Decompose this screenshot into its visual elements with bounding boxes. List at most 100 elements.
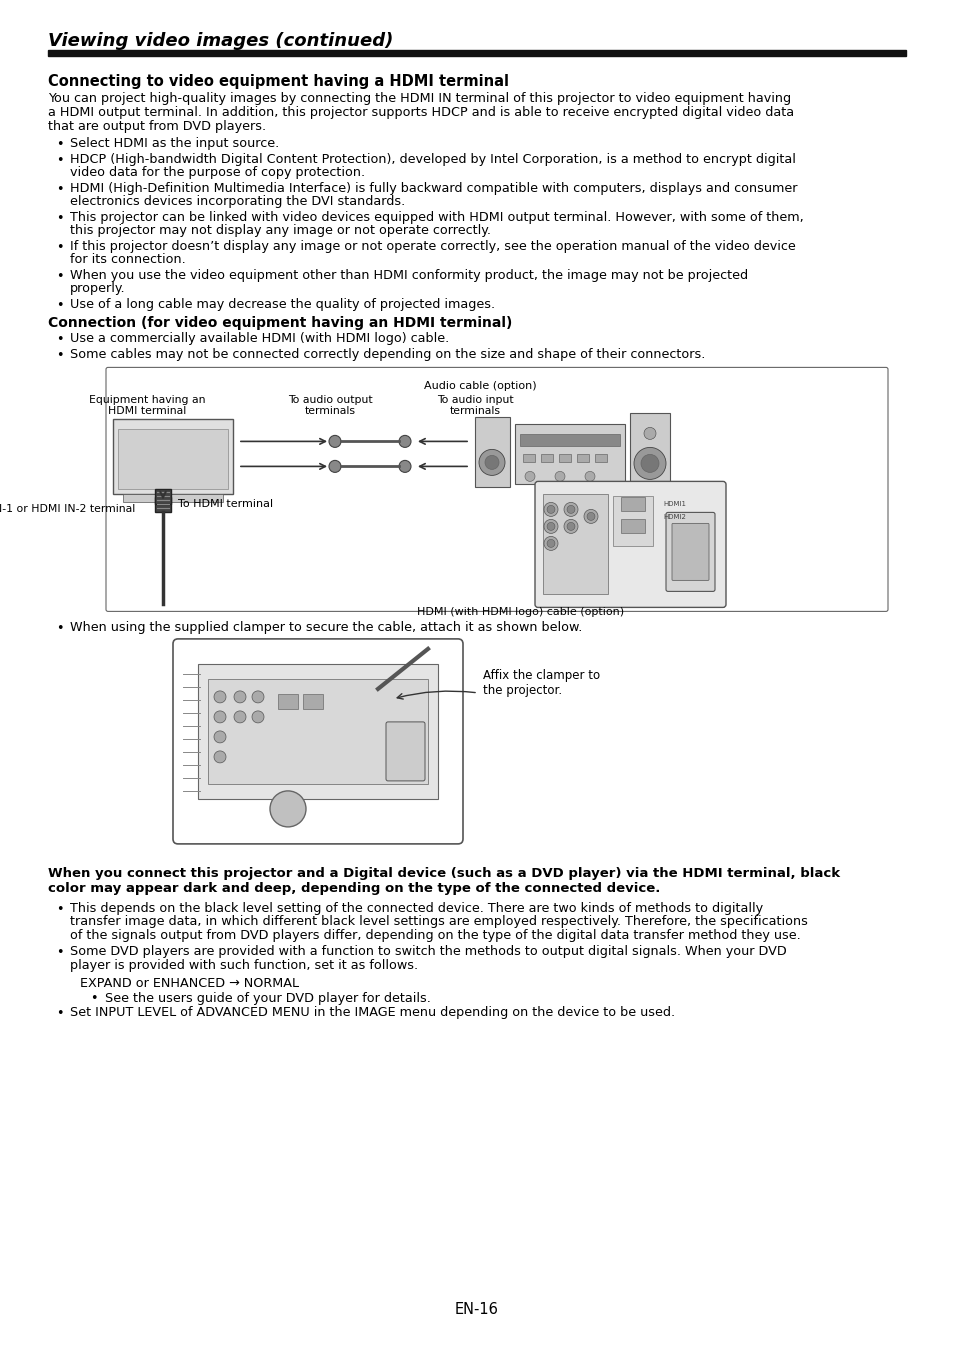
Bar — [118, 429, 228, 490]
Circle shape — [546, 505, 555, 513]
Bar — [519, 435, 619, 447]
Text: for its connection.: for its connection. — [70, 254, 186, 266]
Circle shape — [566, 522, 575, 531]
Circle shape — [543, 502, 558, 517]
Text: •: • — [56, 348, 64, 362]
Text: that are output from DVD players.: that are output from DVD players. — [48, 120, 266, 132]
Text: •: • — [56, 903, 64, 915]
Text: Audio cable (option): Audio cable (option) — [423, 382, 536, 391]
Text: Some DVD players are provided with a function to switch the methods to output di: Some DVD players are provided with a fun… — [70, 945, 786, 958]
Text: terminals: terminals — [449, 406, 500, 416]
Bar — [48, 50, 905, 55]
Text: To audio input: To audio input — [436, 396, 513, 405]
Text: This depends on the black level setting of the connected device. There are two k: This depends on the black level setting … — [70, 902, 762, 915]
FancyBboxPatch shape — [106, 367, 887, 612]
Circle shape — [478, 450, 504, 475]
FancyBboxPatch shape — [671, 524, 708, 580]
Text: HDCP (High-bandwidth Digital Content Protection), developed by Intel Corporation: HDCP (High-bandwidth Digital Content Pro… — [70, 153, 795, 166]
Text: this projector may not display any image or not operate correctly.: this projector may not display any image… — [70, 224, 491, 238]
Bar — [577, 455, 588, 463]
Text: To audio output: To audio output — [288, 396, 372, 405]
Bar — [112, 420, 233, 494]
FancyBboxPatch shape — [172, 639, 462, 844]
Circle shape — [634, 447, 665, 479]
Text: When using the supplied clamper to secure the cable, attach it as shown below.: When using the supplied clamper to secur… — [70, 621, 581, 634]
Bar — [522, 455, 535, 463]
FancyBboxPatch shape — [665, 513, 714, 591]
Circle shape — [213, 751, 226, 763]
Text: Connecting to video equipment having a HDMI terminal: Connecting to video equipment having a H… — [48, 74, 509, 89]
Text: See the users guide of your DVD player for details.: See the users guide of your DVD player f… — [105, 992, 431, 1006]
Circle shape — [555, 471, 564, 482]
Bar — [154, 490, 171, 505]
Text: •: • — [56, 333, 64, 347]
Text: Viewing video images (continued): Viewing video images (continued) — [48, 32, 393, 50]
Text: This projector can be linked with video devices equipped with HDMI output termin: This projector can be linked with video … — [70, 211, 803, 224]
Text: To HDMI IN-1 or HDMI IN-2 terminal: To HDMI IN-1 or HDMI IN-2 terminal — [0, 505, 135, 514]
Text: HDMI2: HDMI2 — [662, 514, 685, 520]
Circle shape — [563, 520, 578, 533]
Text: Affix the clamper to
the projector.: Affix the clamper to the projector. — [482, 668, 599, 697]
Text: color may appear dark and deep, depending on the type of the connected device.: color may appear dark and deep, dependin… — [48, 882, 659, 895]
Bar — [154, 497, 171, 513]
Text: transfer image data, in which different black level settings are employed respec: transfer image data, in which different … — [70, 915, 807, 929]
Text: Use a commercially available HDMI (with HDMI logo) cable.: Use a commercially available HDMI (with … — [70, 332, 449, 346]
Text: electronics devices incorporating the DVI standards.: electronics devices incorporating the DV… — [70, 196, 405, 208]
Bar — [540, 455, 553, 463]
Circle shape — [640, 455, 659, 472]
Circle shape — [213, 730, 226, 742]
Bar — [277, 694, 297, 709]
Bar — [620, 497, 644, 512]
Text: When you connect this projector and a Digital device (such as a DVD player) via : When you connect this projector and a Di… — [48, 867, 840, 880]
Circle shape — [566, 505, 575, 513]
Bar — [558, 455, 571, 463]
Circle shape — [233, 691, 246, 703]
Circle shape — [252, 691, 264, 703]
Text: If this projector doesn’t display any image or not operate correctly, see the op: If this projector doesn’t display any im… — [70, 240, 795, 252]
Circle shape — [546, 540, 555, 547]
Circle shape — [543, 536, 558, 551]
Circle shape — [398, 436, 411, 447]
Bar — [198, 664, 437, 799]
Circle shape — [484, 455, 498, 470]
Bar — [595, 455, 606, 463]
FancyBboxPatch shape — [386, 722, 424, 780]
Text: Connection (for video equipment having an HDMI terminal): Connection (for video equipment having a… — [48, 316, 512, 331]
Circle shape — [546, 522, 555, 531]
Circle shape — [213, 711, 226, 722]
Bar — [123, 494, 223, 502]
Text: •: • — [56, 182, 64, 196]
Text: •: • — [56, 622, 64, 636]
Bar — [208, 679, 428, 784]
Text: •: • — [56, 139, 64, 151]
Text: terminals: terminals — [304, 406, 355, 416]
Text: HDMI1: HDMI1 — [662, 501, 685, 508]
Text: HDMI terminal: HDMI terminal — [108, 406, 186, 416]
Bar — [629, 413, 669, 493]
Bar — [515, 424, 624, 485]
Circle shape — [329, 460, 340, 472]
Text: To HDMI terminal: To HDMI terminal — [178, 500, 273, 509]
Circle shape — [543, 520, 558, 533]
Text: of the signals output from DVD players differ, depending on the type of the digi: of the signals output from DVD players d… — [70, 929, 800, 942]
Circle shape — [233, 711, 246, 722]
Text: player is provided with such function, set it as follows.: player is provided with such function, s… — [70, 958, 417, 972]
Bar — [542, 494, 607, 594]
Circle shape — [213, 691, 226, 703]
Text: •: • — [56, 270, 64, 284]
Text: HDMI (with HDMI logo) cable (option): HDMI (with HDMI logo) cable (option) — [416, 608, 623, 617]
Circle shape — [584, 471, 595, 482]
Circle shape — [524, 471, 535, 482]
Text: a HDMI output terminal. In addition, this projector supports HDCP and is able to: a HDMI output terminal. In addition, thi… — [48, 105, 793, 119]
Text: •: • — [56, 1007, 64, 1021]
Text: •: • — [56, 946, 64, 960]
Text: HDMI (High-Definition Multimedia Interface) is fully backward compatible with co: HDMI (High-Definition Multimedia Interfa… — [70, 182, 797, 194]
Text: EN-16: EN-16 — [455, 1301, 498, 1318]
Circle shape — [586, 513, 595, 520]
Bar — [303, 694, 323, 709]
Text: •: • — [56, 212, 64, 225]
FancyBboxPatch shape — [535, 482, 725, 608]
Circle shape — [252, 711, 264, 722]
Text: Select HDMI as the input source.: Select HDMI as the input source. — [70, 138, 279, 150]
Circle shape — [329, 436, 340, 447]
